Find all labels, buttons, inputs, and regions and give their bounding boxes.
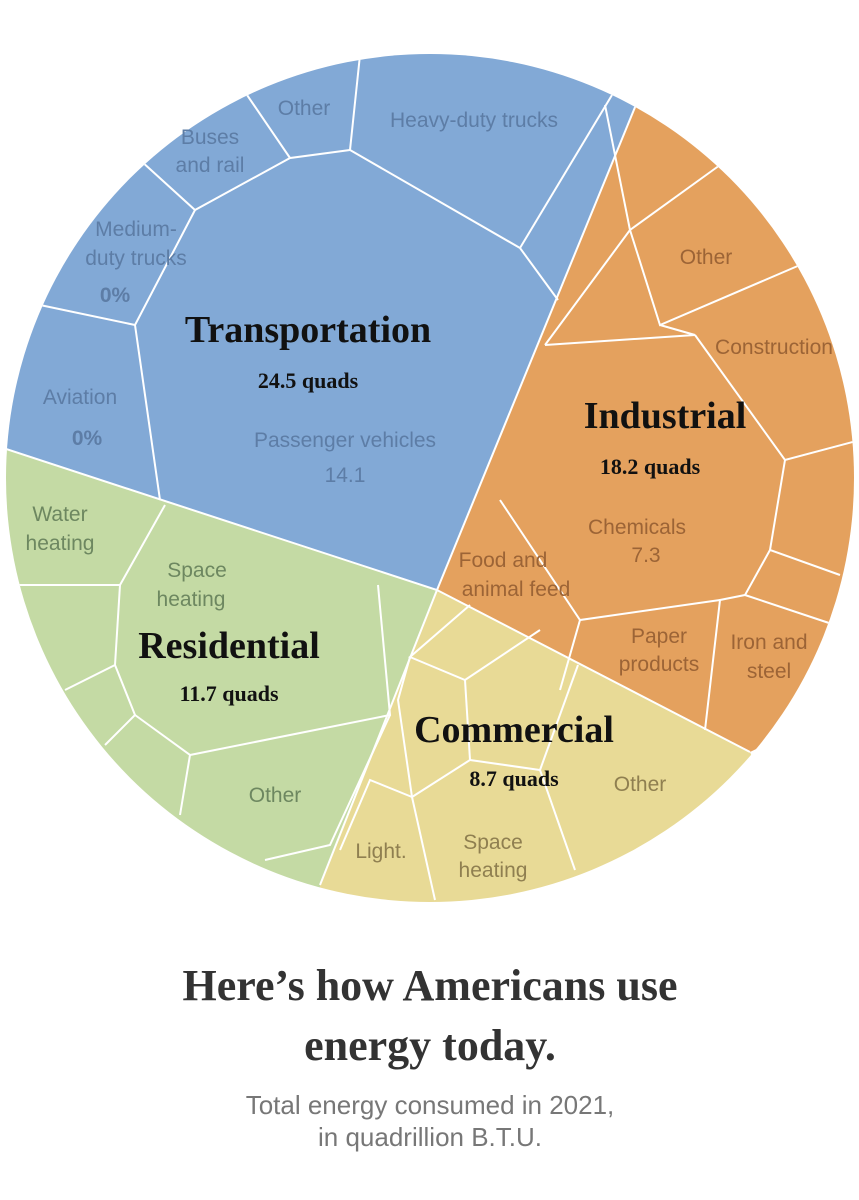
segment-label: and rail: [176, 154, 245, 177]
title: Here’s how Americans use: [183, 961, 678, 1010]
segment-label: Iron and: [730, 631, 807, 654]
sector-total: 11.7 quads: [179, 681, 278, 706]
segment-label: Light.: [355, 840, 406, 863]
sector-total: 18.2 quads: [600, 454, 701, 479]
segment-label: heating: [157, 588, 226, 611]
segment-label: products: [619, 653, 700, 676]
subtitle: in quadrillion B.T.U.: [318, 1122, 542, 1152]
sector-name: Transportation: [185, 309, 431, 351]
segment-value: 0%: [100, 284, 131, 307]
segment-value: 14.1: [325, 464, 366, 487]
treemap: [6, 54, 854, 902]
segment-label: Passenger vehicles: [254, 429, 436, 452]
segment-label: Space: [463, 831, 523, 854]
sector-total: 24.5 quads: [258, 368, 359, 393]
title: energy today.: [304, 1021, 556, 1070]
segment-label: steel: [747, 660, 791, 683]
segment-label: Other: [614, 773, 667, 796]
segment-label: duty trucks: [85, 247, 187, 270]
segment-label: Water: [32, 503, 87, 526]
segment-label: Paper: [631, 625, 687, 648]
segment-label: Construction: [715, 336, 833, 359]
sector-total: 8.7 quads: [469, 766, 559, 791]
segment-label: animal feed: [462, 578, 571, 601]
segment-label: heating: [26, 532, 95, 555]
segment-label: Other: [278, 97, 331, 120]
cell-borders: [6, 54, 854, 901]
segment-label: Space: [167, 559, 227, 582]
segment-value: 7.3: [631, 544, 660, 567]
segment-label: Food and: [459, 549, 548, 572]
segment-label: Chemicals: [588, 516, 686, 539]
sector-name: Residential: [138, 625, 320, 667]
segment-label: Aviation: [43, 386, 117, 409]
segment-label: Medium-: [95, 218, 177, 241]
segment-label: Other: [680, 246, 733, 269]
sector-name: Industrial: [584, 395, 747, 437]
segment-label: Other: [249, 784, 302, 807]
segment-value: 0%: [72, 427, 103, 450]
segment-label: heating: [459, 859, 528, 882]
sector-name: Commercial: [414, 709, 614, 751]
subtitle: Total energy consumed in 2021,: [246, 1090, 615, 1120]
segment-label: Buses: [181, 126, 239, 149]
segment-label: Heavy-duty trucks: [390, 109, 558, 132]
